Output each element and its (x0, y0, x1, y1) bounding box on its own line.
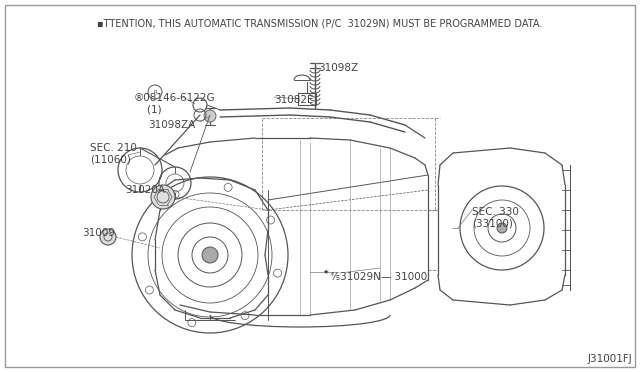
Text: ▪TTENTION, THIS AUTOMATIC TRANSMISSION (P/C  31029N) MUST BE PROGRAMMED DATA.: ▪TTENTION, THIS AUTOMATIC TRANSMISSION (… (97, 18, 543, 28)
Text: ®08146-6122G
    (1): ®08146-6122G (1) (134, 93, 216, 115)
Text: 31009: 31009 (82, 228, 115, 238)
Text: SEC. 330
(33100): SEC. 330 (33100) (472, 207, 519, 229)
Text: R: R (153, 90, 157, 94)
Text: 31082E: 31082E (274, 95, 314, 105)
Text: ⅘31029N— 31000: ⅘31029N— 31000 (330, 272, 428, 282)
Circle shape (204, 110, 216, 122)
Bar (298, 93, 316, 105)
Text: 31020A: 31020A (125, 185, 165, 195)
Circle shape (497, 223, 507, 233)
Text: ★: ★ (323, 269, 329, 275)
Circle shape (202, 247, 218, 263)
Circle shape (151, 185, 175, 209)
Circle shape (100, 229, 116, 245)
Text: 31098Z: 31098Z (318, 63, 358, 73)
Text: 31098ZA: 31098ZA (148, 120, 195, 130)
Text: J31001FJ: J31001FJ (588, 354, 632, 364)
Text: SEC. 210
(11060): SEC. 210 (11060) (90, 143, 137, 164)
